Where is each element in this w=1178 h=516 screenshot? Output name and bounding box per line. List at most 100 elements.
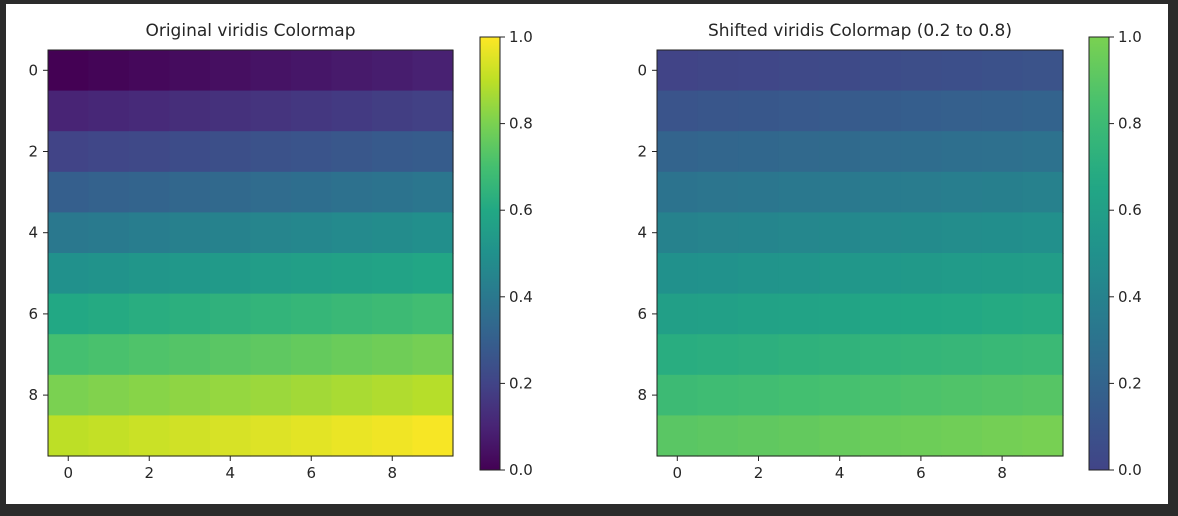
heatmap-cell: [210, 212, 252, 254]
heatmap-cell: [1022, 253, 1064, 295]
heatmap-cell: [941, 253, 983, 295]
heatmap-cell: [331, 131, 373, 173]
heatmap-cell: [778, 374, 820, 416]
heatmap-cell: [819, 131, 861, 173]
colorbar-tick-label: 0.2: [509, 374, 533, 392]
heatmap-cell: [981, 293, 1023, 335]
heatmap-cell: [129, 415, 171, 457]
heatmap-cell: [981, 212, 1023, 254]
heatmap-cell: [372, 415, 414, 457]
heatmap-cell: [941, 293, 983, 335]
heatmap-cell: [778, 171, 820, 213]
heatmap-cell: [778, 253, 820, 295]
heatmap-cell: [331, 334, 373, 376]
axes-frame: [47, 49, 454, 457]
heatmap-cell: [48, 334, 90, 376]
heatmap-cell: [697, 253, 739, 295]
heatmap-cell: [657, 90, 699, 132]
heatmap-cell: [778, 90, 820, 132]
heatmap-cell: [860, 50, 902, 92]
colorbar-tick-label: 0.8: [509, 115, 533, 133]
heatmap-cell: [900, 334, 942, 376]
heatmap-cell: [738, 50, 780, 92]
heatmap-cell: [331, 415, 373, 457]
heatmap-cell: [819, 50, 861, 92]
x-tick-label: 0: [63, 464, 73, 482]
heatmap-cell: [129, 90, 171, 132]
heatmap-cell: [250, 212, 292, 254]
heatmap-cell: [860, 171, 902, 213]
heatmap-cell: [210, 171, 252, 213]
heatmap-cell: [981, 90, 1023, 132]
heatmap-cell: [372, 293, 414, 335]
y-tick-label: 2: [637, 143, 647, 161]
heatmap-cell: [738, 293, 780, 335]
heatmap-cell: [331, 90, 373, 132]
heatmap-cell: [48, 374, 90, 416]
y-tick-label: 0: [637, 61, 647, 79]
heatmap-cell: [412, 253, 454, 295]
x-tick-label: 4: [225, 464, 235, 482]
heatmap-cell: [210, 334, 252, 376]
colorbar-tick-label: 1.0: [509, 28, 533, 46]
heatmap-cell: [1022, 212, 1064, 254]
heatmap-cell: [941, 334, 983, 376]
heatmap-cell: [250, 374, 292, 416]
heatmap-cell: [657, 50, 699, 92]
heatmap-cell: [88, 374, 130, 416]
heatmap-cell: [941, 131, 983, 173]
heatmap-cell: [291, 374, 333, 416]
colorbar-tick-label: 0.8: [1118, 115, 1142, 133]
heatmap-cell: [88, 334, 130, 376]
figure: Original viridis Colormap 0 2 4 6 8 0 2 4 6 8 0.0 0…: [6, 4, 1168, 504]
chart-title: Shifted viridis Colormap (0.2 to 0.8): [708, 21, 1012, 41]
heatmap-cell: [738, 415, 780, 457]
heatmap-cell: [412, 50, 454, 92]
heatmap-cell: [210, 415, 252, 457]
x-tick-label: 2: [144, 464, 154, 482]
heatmap-cell: [412, 374, 454, 416]
heatmap-cell: [372, 334, 414, 376]
heatmap-cell: [331, 374, 373, 416]
colorbar-tick-label: 0.4: [509, 288, 533, 306]
heatmap-cell: [657, 212, 699, 254]
heatmap-cell: [941, 415, 983, 457]
x-tick-label: 8: [997, 464, 1007, 482]
heatmap-cell: [372, 50, 414, 92]
heatmap-cell: [48, 212, 90, 254]
colorbar-tick-label: 0.6: [509, 201, 533, 219]
heatmap-cell: [738, 171, 780, 213]
heatmap-shifted: Shifted viridis Colormap (0.2 to 0.8) 0 2…: [637, 21, 1141, 482]
heatmap-cell: [860, 415, 902, 457]
y-tick-label: 4: [28, 224, 38, 242]
heatmap-cell: [778, 415, 820, 457]
heatmap-cell: [250, 415, 292, 457]
heatmap-cell: [941, 212, 983, 254]
heatmap-cell: [412, 90, 454, 132]
heatmap-cell: [48, 253, 90, 295]
heatmap-cell: [291, 131, 333, 173]
heatmap-cell: [900, 90, 942, 132]
heatmap-cell: [900, 415, 942, 457]
heatmap-cell: [291, 415, 333, 457]
heatmap-cell: [331, 253, 373, 295]
heatmap-cell: [697, 131, 739, 173]
heatmap-cell: [291, 171, 333, 213]
heatmap-cell: [169, 171, 211, 213]
colorbar: [479, 36, 501, 471]
heatmap-cell: [169, 415, 211, 457]
heatmap-cell: [129, 212, 171, 254]
heatmap-cell: [88, 131, 130, 173]
heatmap-cell: [169, 212, 211, 254]
x-tick-label: 0: [673, 464, 683, 482]
heatmap-cell: [1022, 415, 1064, 457]
heatmap-cell: [210, 90, 252, 132]
heatmap-cell: [129, 293, 171, 335]
heatmap-cell: [819, 374, 861, 416]
heatmap-cell: [291, 334, 333, 376]
heatmap-cell: [778, 131, 820, 173]
heatmap-cell: [169, 50, 211, 92]
heatmap-cell: [941, 374, 983, 416]
heatmap-cell: [657, 293, 699, 335]
heatmap-cell: [738, 212, 780, 254]
